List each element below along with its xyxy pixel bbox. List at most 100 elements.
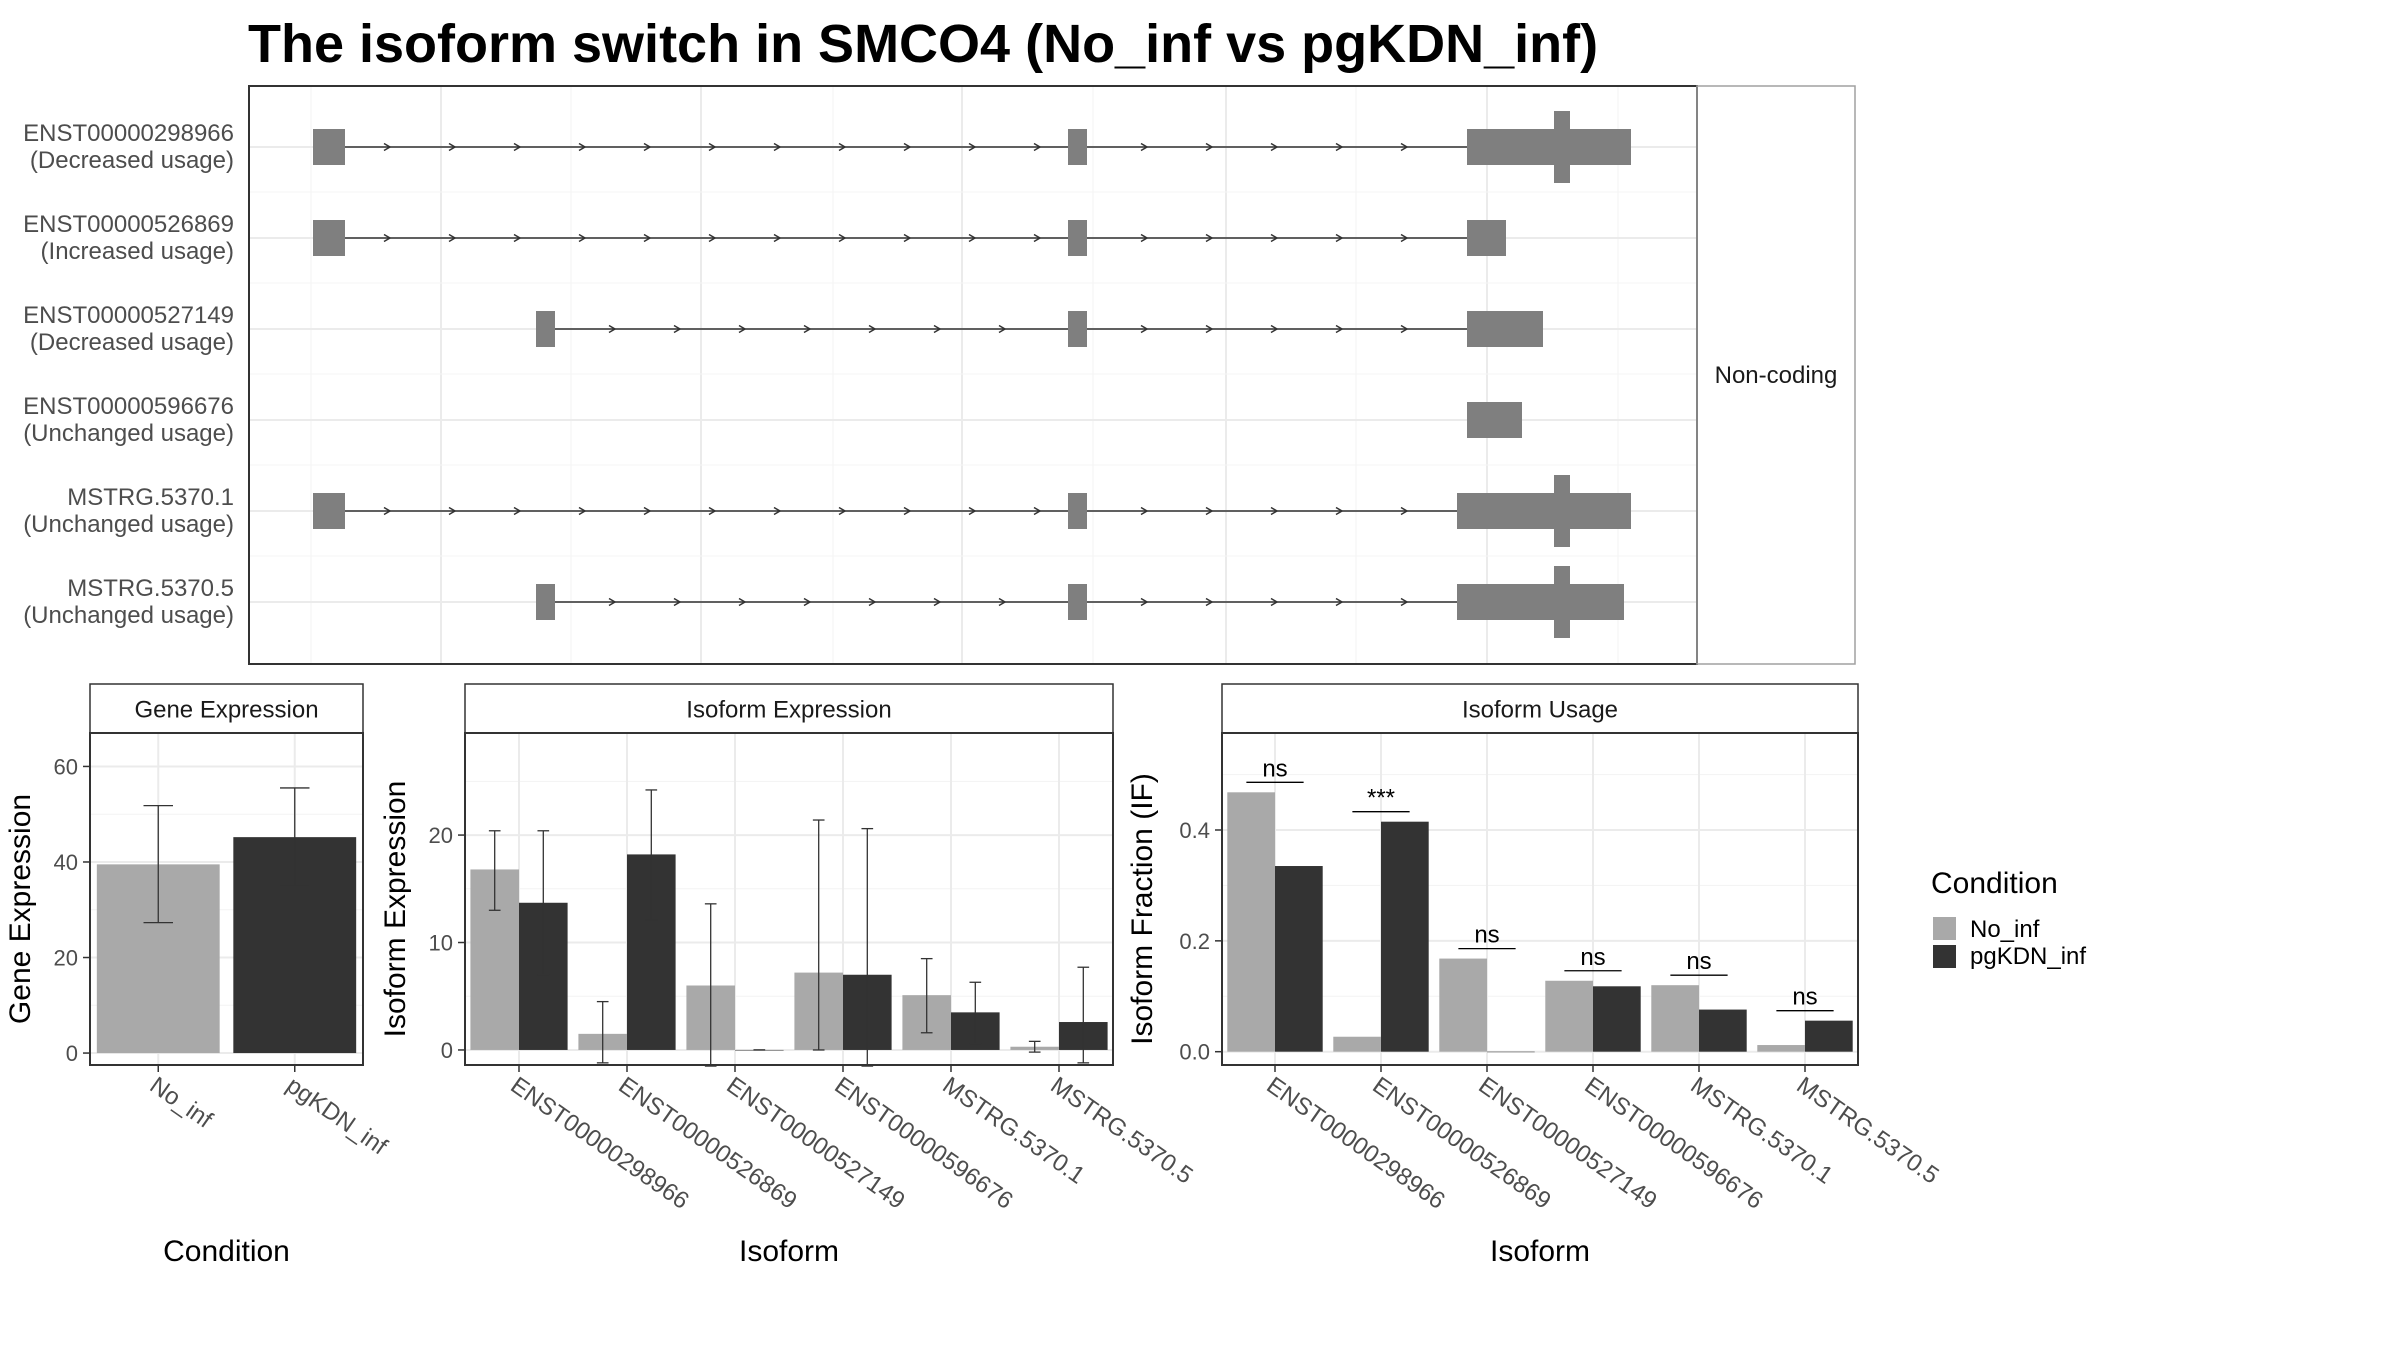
exon-block xyxy=(1068,129,1087,165)
intron-arrow xyxy=(1335,142,1344,152)
intron-arrow xyxy=(708,506,717,516)
isoform-usage-strip xyxy=(1221,683,1859,734)
legend-label-pgkdn-inf: pgKDN_inf xyxy=(1970,943,2086,970)
transcript-usage-label: (Unchanged usage) xyxy=(23,511,234,538)
error-bar xyxy=(920,957,933,1034)
intron-arrow xyxy=(773,233,782,243)
intron-arrow xyxy=(513,142,522,152)
intron-arrow xyxy=(968,233,977,243)
gene-expression-y-title: Gene Expression xyxy=(4,794,37,1024)
intron-arrow xyxy=(803,324,812,334)
x-tick-label: ENST00000298966 xyxy=(1262,1072,1450,1215)
intron-arrow xyxy=(383,142,392,152)
significance-label: ns xyxy=(1686,948,1711,975)
intron-arrow xyxy=(1205,233,1214,243)
intron-arrow xyxy=(643,142,652,152)
y-tick-label: 60 xyxy=(54,754,78,779)
intron-arrow xyxy=(513,506,522,516)
bar-no-inf xyxy=(1227,792,1275,1052)
error-bar xyxy=(704,903,717,1067)
transcript-usage-label: (Decreased usage) xyxy=(30,147,234,174)
intron-arrow xyxy=(1033,142,1042,152)
transcript-id-label: ENST00000596676 xyxy=(23,393,234,420)
intron-arrow xyxy=(608,324,617,334)
intron-arrow xyxy=(708,233,717,243)
gene-expression-x-title: Condition xyxy=(163,1235,290,1268)
intron-arrow xyxy=(1205,324,1214,334)
isoform-usage-x-title: Isoform xyxy=(1490,1235,1590,1268)
structure-transcripts xyxy=(313,111,1631,638)
transcript-id-label: ENST00000298966 xyxy=(23,120,234,147)
intron-arrow xyxy=(1033,506,1042,516)
transcript-track-4 xyxy=(1467,402,1522,438)
intron-arrow xyxy=(1335,233,1344,243)
significance-annotation: ns xyxy=(1246,755,1304,783)
intron-arrow xyxy=(1033,233,1042,243)
y-tick-label: 0.4 xyxy=(1179,818,1210,843)
intron-arrow xyxy=(773,506,782,516)
isoform-usage-grid xyxy=(1222,733,1858,1065)
gene-expression-strip-label: Gene Expression xyxy=(134,697,318,724)
y-tick-label: 20 xyxy=(429,823,453,848)
transcript-track-1 xyxy=(313,111,1631,183)
isoform-usage-y-title: Isoform Fraction (IF) xyxy=(1126,773,1159,1045)
intron-arrow xyxy=(1140,233,1149,243)
intron-arrow xyxy=(1335,506,1344,516)
x-tick-label: No_inf xyxy=(145,1072,218,1134)
transcript-labels: ENST00000298966(Decreased usage) ENST0000… xyxy=(23,120,234,629)
transcript-id-label: MSTRG.5370.1 xyxy=(67,484,234,511)
structure-side-label: Non-coding xyxy=(1715,362,1838,389)
intron-arrow xyxy=(773,142,782,152)
intron-arrow xyxy=(513,233,522,243)
isoform-expression-frame xyxy=(464,732,1114,1066)
exon-block xyxy=(1467,311,1543,347)
exon-block xyxy=(536,584,555,620)
x-tick-label: ENST00000526869 xyxy=(1368,1072,1556,1215)
error-bar xyxy=(537,830,550,976)
intron-arrow xyxy=(1205,506,1214,516)
legend-label-no-inf: No_inf xyxy=(1970,916,2040,943)
bar-pgkdn-inf xyxy=(1805,1020,1853,1052)
transcript-track-3 xyxy=(536,311,1543,347)
significance-annotation: *** xyxy=(1352,785,1410,813)
x-tick-label: pgKDN_inf xyxy=(281,1072,392,1161)
intron-arrow xyxy=(1400,142,1409,152)
transcript-usage-label: (Unchanged usage) xyxy=(23,602,234,629)
error-bar xyxy=(812,819,825,1051)
x-tick-label: ENST00000596676 xyxy=(1580,1072,1768,1215)
intron-arrow xyxy=(1205,142,1214,152)
error-bar xyxy=(645,789,658,921)
exon-block xyxy=(1554,111,1570,183)
significance-label: ns xyxy=(1580,944,1605,971)
bar-no-inf xyxy=(1439,958,1487,1052)
error-bar xyxy=(596,1000,609,1064)
bar-no-inf xyxy=(1545,980,1593,1052)
exon-block xyxy=(1554,566,1570,638)
bar-pgkdn-inf xyxy=(1699,1009,1747,1052)
intron-arrow xyxy=(998,597,1007,607)
intron-arrow xyxy=(1400,233,1409,243)
legend-swatch-pgkdn-inf xyxy=(1933,945,1956,968)
gene-expression-bars xyxy=(96,787,357,1054)
plot-background xyxy=(1222,733,1858,1065)
isoform-usage-frame xyxy=(1221,732,1859,1066)
intron-arrow xyxy=(1270,597,1279,607)
intron-arrow xyxy=(1270,233,1279,243)
intron-arrow xyxy=(738,324,747,334)
figure-title: The isoform switch in SMCO4 (No_inf vs p… xyxy=(248,14,1598,74)
exon-block xyxy=(1467,402,1522,438)
intron-arrow xyxy=(1400,597,1409,607)
intron-arrow xyxy=(868,324,877,334)
bar-no-inf xyxy=(1333,1036,1381,1052)
gene-expression-panel: Gene Expression 0 20 40 60 No_inf pgKDN_inf C… xyxy=(4,683,392,1268)
intron-arrow xyxy=(1270,506,1279,516)
isoform-usage-strip-label: Isoform Usage xyxy=(1462,697,1618,724)
intron-arrow xyxy=(738,597,747,607)
exon-block xyxy=(313,129,345,165)
error-bar xyxy=(1028,1040,1041,1053)
intron-arrow xyxy=(448,506,457,516)
intron-arrow xyxy=(1140,142,1149,152)
transcript-track-2 xyxy=(313,220,1506,256)
transcript-usage-label: (Increased usage) xyxy=(41,238,234,265)
intron-arrow xyxy=(838,233,847,243)
